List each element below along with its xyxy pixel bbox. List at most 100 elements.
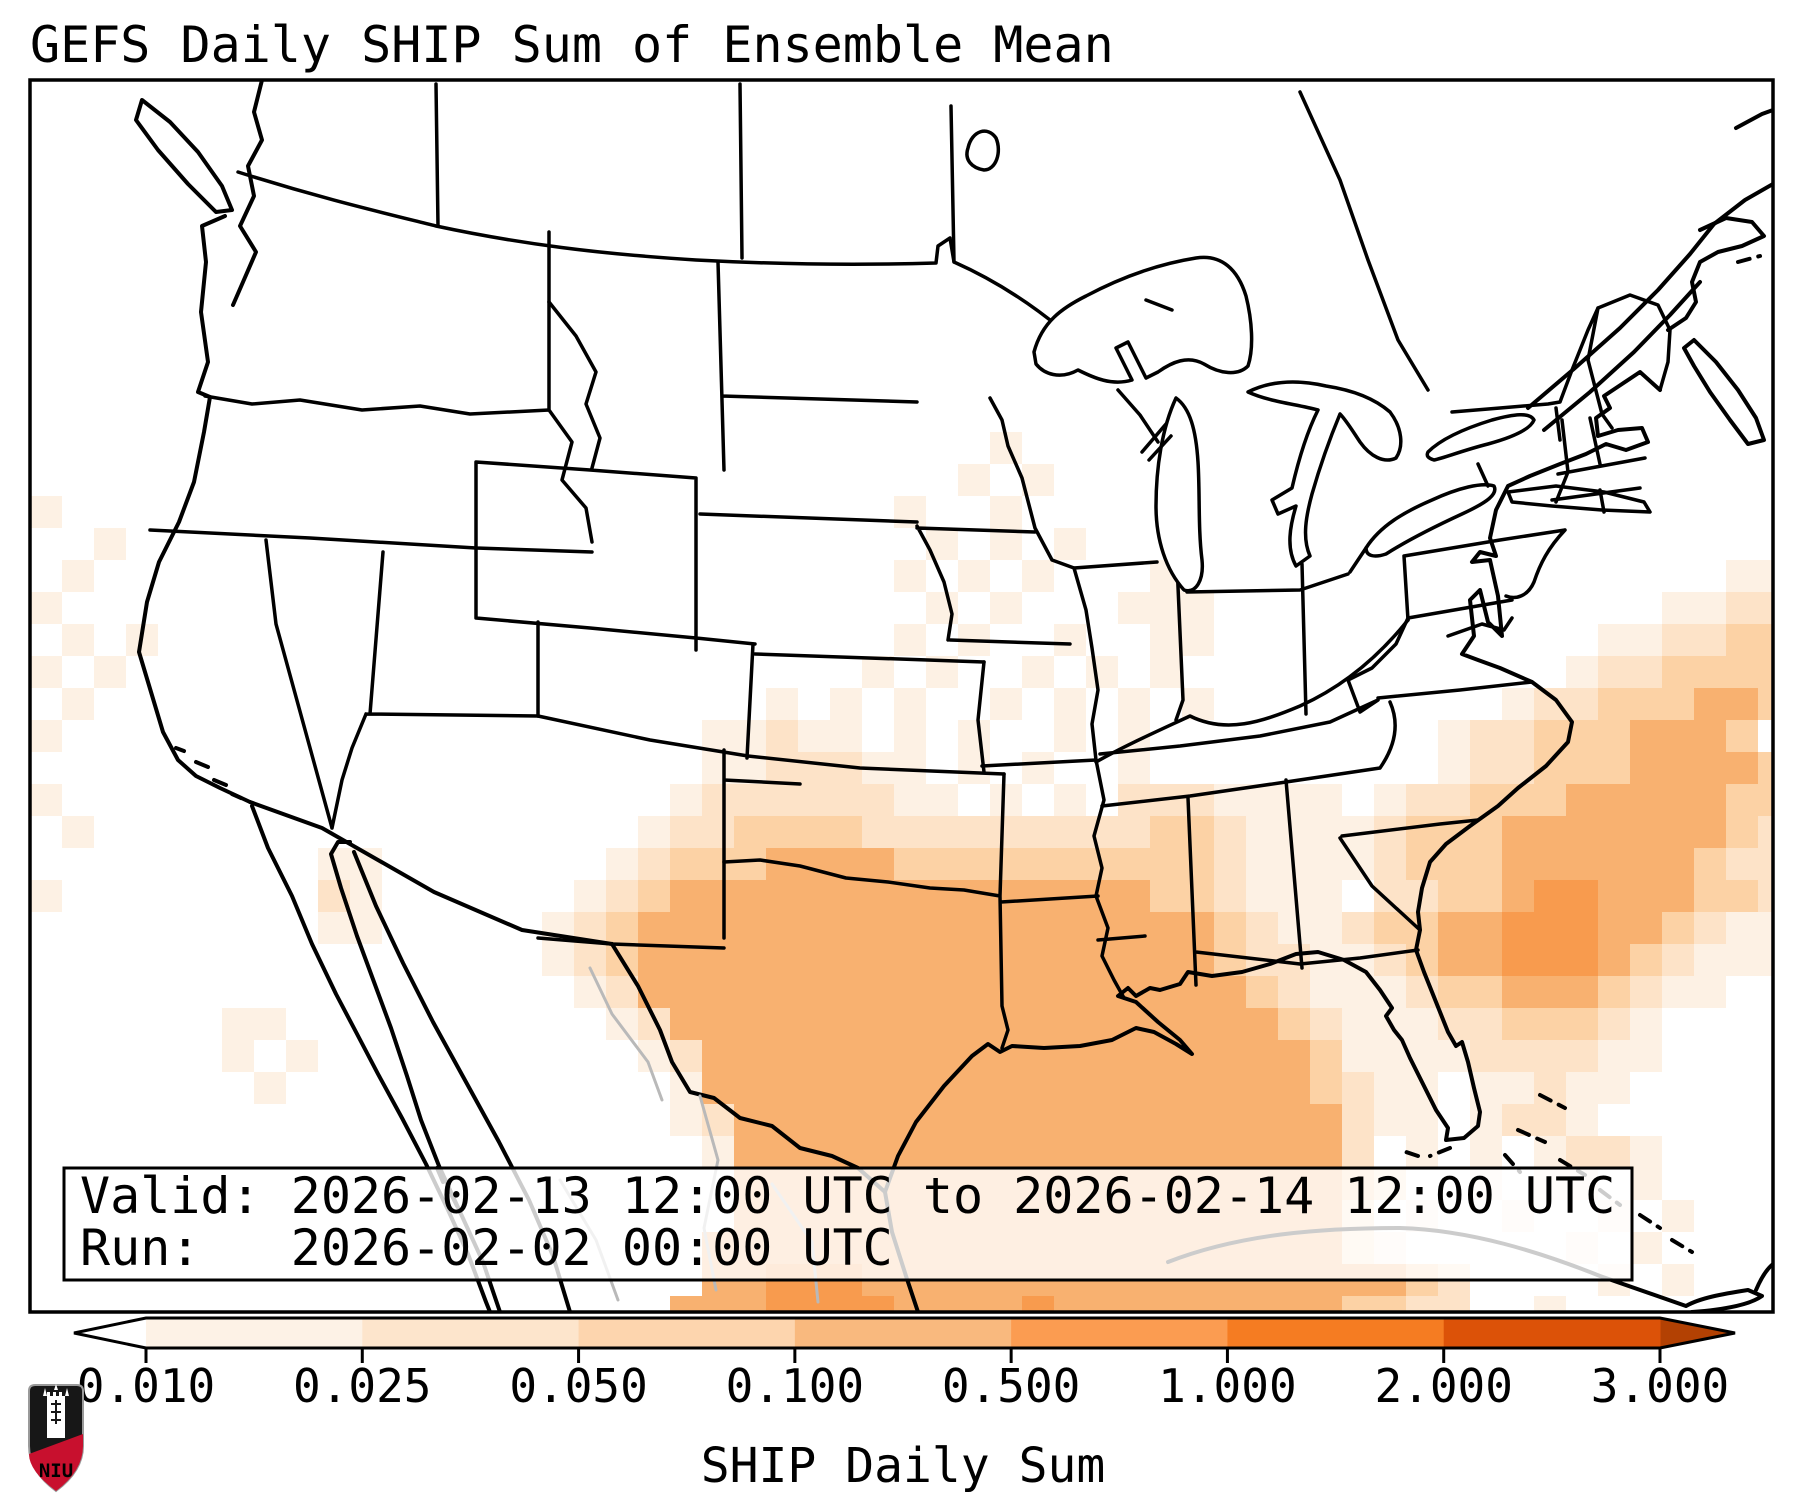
raster-cell <box>1118 880 1150 912</box>
raster-cell <box>1694 944 1726 976</box>
raster-cell <box>894 1040 926 1072</box>
raster-cell <box>1630 1168 1662 1200</box>
raster-cell <box>254 1008 286 1040</box>
raster-cell <box>734 880 766 912</box>
raster-cell <box>1502 1040 1534 1072</box>
raster-cell <box>1566 944 1598 976</box>
raster-cell <box>1246 1104 1278 1136</box>
raster-cell <box>1086 1008 1118 1040</box>
raster-cell <box>30 592 62 624</box>
raster-cell <box>1246 912 1278 944</box>
raster-cell <box>958 1136 990 1168</box>
raster-cell <box>1310 784 1342 816</box>
raster-cell <box>990 1104 1022 1136</box>
raster-cell <box>1630 880 1662 912</box>
raster-cell <box>798 976 830 1008</box>
raster-cell <box>1470 1008 1502 1040</box>
raster-cell <box>638 912 670 944</box>
raster-cell <box>1694 816 1726 848</box>
raster-cell <box>894 688 926 720</box>
raster-cell <box>1598 624 1630 656</box>
raster-cell <box>1662 624 1694 656</box>
raster-cell <box>1694 624 1726 656</box>
channel-islands <box>174 746 243 800</box>
raster-cell <box>1726 720 1758 752</box>
raster-cell <box>1086 816 1118 848</box>
lake-erie <box>1364 483 1497 558</box>
raster-cell <box>894 848 926 880</box>
raster-cell <box>1374 912 1406 944</box>
raster-cell <box>1758 624 1773 656</box>
raster-cell <box>958 1072 990 1104</box>
raster-cell <box>862 976 894 1008</box>
raster-cell <box>1566 848 1598 880</box>
raster-cell <box>1534 752 1566 784</box>
raster-cell <box>1566 1136 1598 1168</box>
raster-cell <box>1022 816 1054 848</box>
raster-cell <box>1470 720 1502 752</box>
raster-cell <box>1054 720 1086 752</box>
raster-cell <box>702 1296 734 1312</box>
raster-cell <box>1534 880 1566 912</box>
raster-cell <box>1214 880 1246 912</box>
raster-cell <box>1182 976 1214 1008</box>
raster-cell <box>990 784 1022 816</box>
raster-cell <box>1630 752 1662 784</box>
colorbar-tick-label: 0.050 <box>509 1359 647 1413</box>
raster-cell <box>734 1008 766 1040</box>
raster-cell <box>1726 912 1758 944</box>
raster-cell <box>1118 1072 1150 1104</box>
raster-cell <box>1598 688 1630 720</box>
raster-cell <box>958 1296 990 1312</box>
raster-cell <box>926 1040 958 1072</box>
raster-cell <box>62 688 94 720</box>
raster-cell <box>1278 816 1310 848</box>
raster-cell <box>862 1072 894 1104</box>
raster-cell <box>1726 880 1758 912</box>
raster-cell <box>798 784 830 816</box>
raster-cell <box>94 656 126 688</box>
raster-cell <box>766 1296 798 1312</box>
raster-cell <box>1598 1136 1630 1168</box>
raster-cell <box>926 912 958 944</box>
raster-cell <box>1054 528 1086 560</box>
raster-cell <box>1118 1104 1150 1136</box>
raster-cell <box>862 1104 894 1136</box>
raster-cell <box>1630 720 1662 752</box>
raster-cell <box>1502 720 1534 752</box>
raster-cell <box>1598 976 1630 1008</box>
raster-cell <box>1374 1040 1406 1072</box>
raster-cell <box>1150 976 1182 1008</box>
colorbar-segment <box>146 1318 363 1348</box>
raster-cell <box>1342 1136 1374 1168</box>
raster-cell <box>958 464 990 496</box>
raster-cell <box>766 784 798 816</box>
raster-cell <box>1758 784 1773 816</box>
raster-cell <box>798 1040 830 1072</box>
raster-cell <box>894 784 926 816</box>
raster-cell <box>926 1136 958 1168</box>
raster-cell <box>1566 816 1598 848</box>
raster-cell <box>1630 848 1662 880</box>
raster-cell <box>990 848 1022 880</box>
raster-cell <box>734 1136 766 1168</box>
raster-cell <box>1694 752 1726 784</box>
raster-cell <box>1310 816 1342 848</box>
raster-cell <box>1374 1072 1406 1104</box>
raster-cell <box>1054 1296 1086 1312</box>
raster-cell <box>1534 912 1566 944</box>
raster-cell <box>1598 656 1630 688</box>
raster-cell <box>1438 912 1470 944</box>
raster-cell <box>958 976 990 1008</box>
raster-cell <box>1118 752 1150 784</box>
raster-cell <box>1630 1232 1662 1264</box>
raster-cell <box>1182 688 1214 720</box>
raster-cell <box>734 1072 766 1104</box>
raster-cell <box>1534 816 1566 848</box>
raster-cell <box>1054 1136 1086 1168</box>
raster-cell <box>734 912 766 944</box>
eastern-canada-coastline <box>1526 108 1773 446</box>
raster-cell <box>1566 880 1598 912</box>
raster-cell <box>1022 1296 1054 1312</box>
raster-cell <box>1022 976 1054 1008</box>
